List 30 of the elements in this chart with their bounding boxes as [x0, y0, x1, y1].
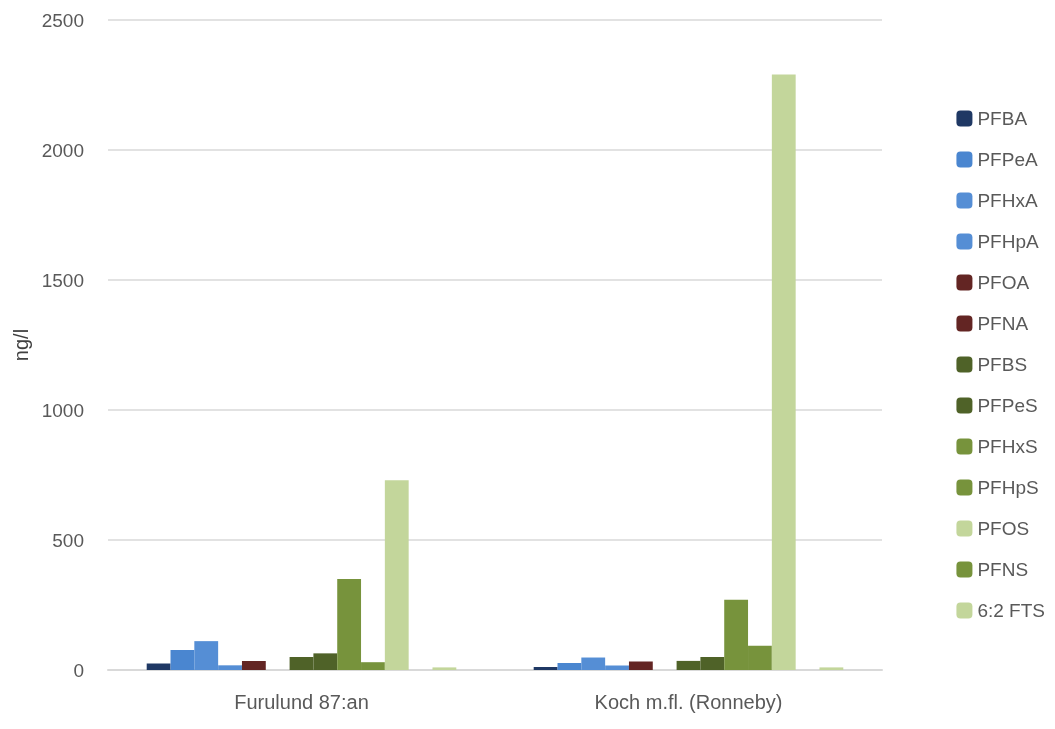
y-axis-title: ng/l: [9, 328, 32, 362]
y-tick-label: 500: [52, 529, 84, 551]
legend-label: PFBA: [977, 108, 1028, 129]
bar: [533, 666, 558, 670]
legend-label: PFPeS: [977, 395, 1038, 416]
legend-label: PFHxS: [977, 436, 1038, 457]
bar: [241, 660, 266, 670]
legend-label: PFHpS: [977, 477, 1039, 498]
y-tick-label: 2000: [41, 139, 84, 161]
x-tick-label: Koch m.fl. (Ronneby): [594, 691, 783, 713]
y-tick-label: 1000: [41, 399, 84, 421]
x-tick-label: Furulund 87:an: [234, 691, 369, 713]
legend-label: PFHxA: [977, 190, 1038, 211]
y-tick-label: 0: [73, 659, 84, 681]
y-tick-label: 1500: [41, 269, 84, 291]
bar: [771, 74, 796, 670]
bar: [628, 661, 653, 670]
legend-label: PFOS: [977, 518, 1030, 539]
bar: [432, 667, 457, 670]
legend-label: PFNA: [977, 313, 1029, 334]
legend-label: PFPeA: [977, 149, 1038, 170]
legend-label: PFHpA: [977, 231, 1039, 252]
bar: [146, 663, 171, 670]
legend-label: PFBS: [977, 354, 1028, 375]
bar: [819, 667, 844, 670]
legend-label: 6:2 FTS: [977, 600, 1045, 621]
y-tick-label: 2500: [41, 9, 84, 31]
bar: [384, 480, 409, 670]
legend-label: PFNS: [977, 559, 1029, 580]
legend-label: PFOA: [977, 272, 1030, 293]
